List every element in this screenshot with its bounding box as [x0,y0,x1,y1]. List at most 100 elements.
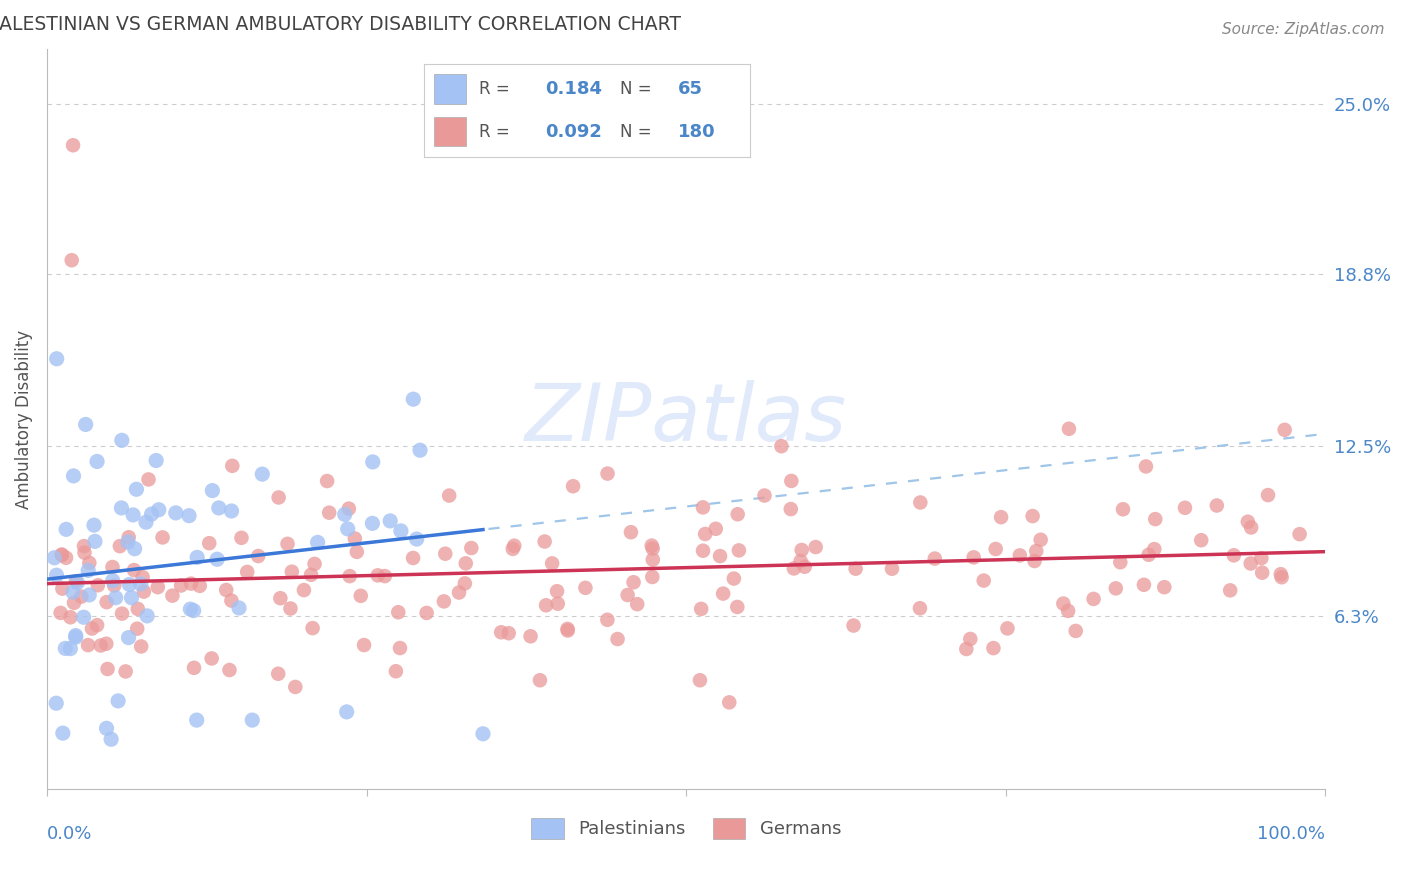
Point [454,557,477,571]
Point [186,550,208,565]
Point [124,541,146,556]
Point [70,590,93,604]
Point [472,727,495,741]
Point [96,662,118,676]
Point [1135,459,1157,474]
Point [620,525,643,540]
Point [880,562,903,576]
Point [51,548,73,562]
Point [132,584,155,599]
Point [62,138,84,153]
Point [910,495,932,509]
Point [45,351,67,366]
Text: Source: ZipAtlas.com: Source: ZipAtlas.com [1222,22,1385,37]
Point [87,578,110,592]
Point [111,607,134,621]
Point [83,518,105,533]
Point [546,584,568,599]
Point [727,508,749,522]
Legend: Palestinians, Germans: Palestinians, Germans [524,811,848,846]
Point [711,586,734,600]
Point [183,661,205,675]
Point [148,502,170,516]
Point [402,551,425,566]
Point [228,601,250,615]
Point [437,489,460,503]
Point [51,548,73,562]
Point [44,550,66,565]
Point [1052,597,1074,611]
Point [59,610,82,624]
Point [307,535,329,549]
Point [145,453,167,467]
Point [405,532,427,546]
Point [460,541,482,555]
Text: ZIPatlas: ZIPatlas [524,380,848,458]
Point [125,483,148,497]
Point [1029,533,1052,547]
Point [201,651,224,665]
Point [221,504,243,518]
Point [641,570,664,584]
Point [1274,423,1296,437]
Point [221,593,243,607]
Point [73,546,96,560]
Point [343,532,366,546]
Point [292,583,315,598]
Point [723,572,745,586]
Point [215,582,238,597]
Point [380,514,402,528]
Point [574,581,596,595]
Point [276,537,298,551]
Point [1112,502,1135,516]
Point [122,563,145,577]
Point [121,591,143,605]
Point [984,541,1007,556]
Point [170,578,193,592]
Point [361,516,384,531]
Point [281,565,304,579]
Point [1251,566,1274,580]
Point [118,577,141,591]
Point [177,508,200,523]
Point [1143,542,1166,557]
Point [997,621,1019,635]
Point [845,562,868,576]
Point [96,595,118,609]
Point [789,554,811,568]
Point [129,640,152,654]
Point [389,524,412,538]
Point [107,694,129,708]
Point [1271,570,1294,584]
Point [402,392,425,407]
Point [1057,422,1080,436]
Point [299,567,322,582]
Point [336,705,359,719]
Point [502,541,524,556]
Point [80,622,103,636]
Point [783,561,806,575]
Point [790,543,813,558]
Point [541,557,564,571]
Point [374,569,396,583]
Point [534,599,557,613]
Point [52,726,75,740]
Point [221,458,243,473]
Point [1257,488,1279,502]
Point [533,534,555,549]
Point [616,588,638,602]
Point [231,531,253,545]
Point [73,539,96,553]
Point [122,508,145,522]
Point [138,472,160,486]
Point [79,556,101,570]
Point [127,622,149,636]
Point [1137,548,1160,562]
Point [269,591,291,606]
Point [793,559,815,574]
Point [96,721,118,735]
Point [498,626,520,640]
Point [641,552,664,566]
Point [129,577,152,591]
Y-axis label: Ambulatory Disability: Ambulatory Disability [15,329,32,508]
